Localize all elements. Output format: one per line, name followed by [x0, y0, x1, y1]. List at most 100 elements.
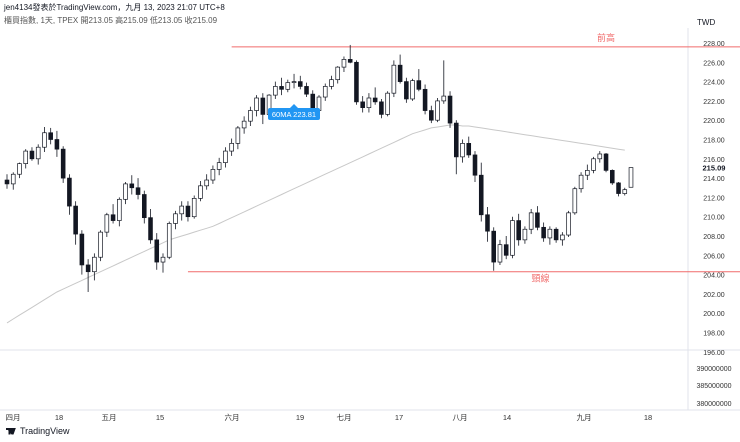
- candle-body: [572, 188, 578, 214]
- x-tick-label: 九月: [577, 413, 592, 422]
- y-tick-label: 216.00: [703, 157, 725, 164]
- ohlc-high-value: 215.09: [123, 16, 148, 25]
- candle-body: [35, 146, 41, 160]
- candle-body: [285, 82, 291, 90]
- candle-body: [453, 122, 459, 158]
- candle-body: [110, 214, 116, 221]
- candle-body: [98, 231, 103, 258]
- y-tick-label: 206.00: [703, 253, 725, 260]
- ohlc-low-value: 213.05: [157, 16, 183, 25]
- tradingview-logo-text: TradingView: [20, 426, 70, 436]
- candle-body: [104, 214, 110, 233]
- candle-body: [92, 256, 97, 273]
- ohlc-low-label: 低: [149, 16, 158, 25]
- symbol-name: 櫃買指數, 1天, TPEX: [4, 16, 79, 25]
- candle-body: [404, 81, 409, 100]
- x-tick-label: 八月: [453, 413, 468, 422]
- y-tick-label: 212.00: [703, 195, 725, 202]
- candle-body: [416, 80, 422, 90]
- candle-body: [141, 194, 147, 219]
- candle-body: [522, 228, 528, 241]
- y-tick-label: 200.00: [703, 311, 725, 318]
- symbol-ohlc-line: 櫃買指數, 1天, TPEX 開213.05 高215.09 低213.05 收…: [4, 15, 217, 26]
- candle-body: [166, 223, 172, 258]
- candle-body: [354, 61, 359, 103]
- candle-body: [117, 198, 122, 221]
- candle-body: [379, 101, 384, 115]
- ohlc-close-value: 215.09: [192, 16, 218, 25]
- x-tick-label: 四月: [6, 413, 21, 422]
- candle-body: [622, 189, 628, 194]
- candle-body: [260, 97, 266, 115]
- candle-body: [460, 143, 465, 158]
- candle-body: [198, 185, 203, 199]
- x-tick-label: 七月: [337, 413, 352, 422]
- candle-body: [23, 150, 29, 164]
- ohlc-high-label: 高: [115, 16, 124, 25]
- candle-body: [372, 97, 378, 103]
- candle-body: [566, 212, 571, 236]
- candle-body: [410, 80, 415, 100]
- candle-body: [366, 97, 372, 109]
- candle-body: [429, 110, 434, 121]
- candle-body: [229, 143, 234, 152]
- candle-body: [304, 86, 309, 95]
- y-tick-label: 210.00: [703, 215, 725, 222]
- y-tick-label: 220.00: [703, 118, 725, 125]
- y-tick-label: 222.00: [703, 99, 725, 106]
- candle-body: [609, 170, 615, 184]
- tradingview-logo[interactable]: TradingView: [6, 426, 70, 436]
- candle-body: [148, 217, 153, 241]
- candle-body: [10, 173, 16, 185]
- candle-body: [397, 64, 403, 82]
- candle-body: [329, 79, 334, 87]
- candle-body: [42, 132, 47, 148]
- x-tick-label: 18: [644, 413, 652, 422]
- candle-body: [628, 167, 634, 188]
- annotation-label: 頸線: [532, 273, 550, 285]
- candle-body: [73, 205, 78, 235]
- ohlc-close-label: 收: [184, 16, 193, 25]
- candle-body: [510, 220, 515, 256]
- x-tick-label: 19: [296, 413, 304, 422]
- candle-body: [360, 101, 365, 109]
- candle-body: [541, 226, 546, 239]
- candle-body: [491, 230, 497, 263]
- candle-body: [341, 59, 347, 68]
- candle-body: [435, 100, 440, 121]
- candle-body: [191, 198, 197, 218]
- candle-body: [254, 97, 259, 111]
- candle-body: [173, 213, 178, 224]
- candle-body: [129, 183, 135, 189]
- candle-body: [447, 95, 453, 124]
- candle-body: [235, 127, 241, 144]
- candle-body: [335, 66, 341, 81]
- candle-body: [135, 187, 141, 195]
- y-tick-label: 196.00: [703, 350, 725, 357]
- candle-body: [503, 244, 509, 256]
- annotation-label: 前高: [597, 32, 615, 44]
- candle-body: [472, 154, 478, 176]
- candle-body: [179, 205, 185, 215]
- x-tick-label: 18: [55, 413, 63, 422]
- candle-body: [223, 150, 228, 164]
- candle-body: [291, 81, 297, 83]
- candle-body: [535, 212, 540, 228]
- candle-body: [422, 88, 428, 111]
- candle-body: [297, 81, 303, 87]
- y-tick-label: 204.00: [703, 273, 725, 280]
- candle-body: [48, 132, 53, 140]
- y-tick-label: 218.00: [703, 138, 725, 145]
- tradingview-icon: [6, 427, 16, 435]
- y-tick-label: 198.00: [703, 331, 725, 338]
- candle-body: [160, 256, 166, 263]
- candle-body: [322, 86, 328, 98]
- candle-body: [478, 174, 484, 216]
- ohlc-open-value: 213.05: [88, 16, 113, 25]
- candle-body: [466, 143, 472, 156]
- candle-body: [4, 179, 10, 185]
- candle-body: [54, 139, 60, 150]
- candle-body: [204, 179, 209, 187]
- currency-label: TWD: [697, 18, 716, 27]
